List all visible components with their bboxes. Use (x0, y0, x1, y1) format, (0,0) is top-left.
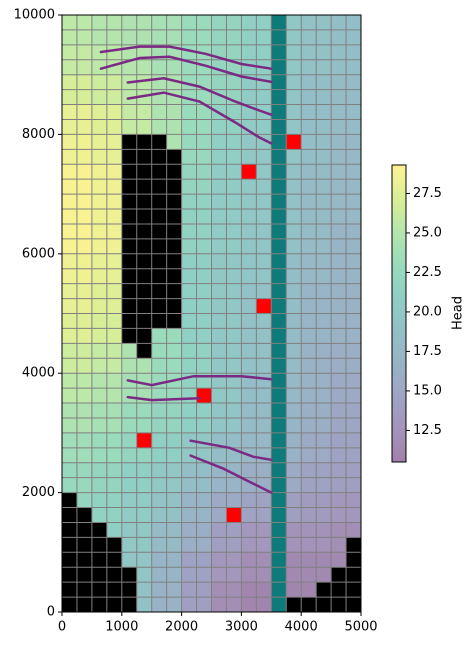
wells-cell (241, 164, 257, 180)
colorbar (391, 164, 407, 463)
y-tick-label: 2000 (22, 485, 55, 500)
x-tick-label: 1000 (105, 620, 138, 635)
wells-cell (226, 507, 242, 523)
colorbar-tick-label: 17.5 (413, 344, 442, 359)
plot-frame (61, 14, 362, 613)
river (189, 439, 273, 462)
river (99, 45, 273, 70)
inactive-cell (76, 507, 92, 612)
colorbar-tick-label: 15.0 (413, 383, 442, 398)
colorbar-tick-label: 12.5 (413, 423, 442, 438)
river (126, 91, 273, 145)
x-tick-label: 3000 (225, 620, 258, 635)
y-tick-label: 10000 (14, 8, 55, 23)
wells-cell (286, 134, 302, 150)
x-tick-label: 4000 (285, 620, 318, 635)
inactive-cell (106, 537, 122, 612)
inactive-cell (346, 537, 361, 612)
river (189, 454, 273, 494)
inactive-cell (331, 567, 347, 612)
y-tick-label: 4000 (22, 366, 55, 381)
river (99, 55, 273, 84)
inactive-cell (136, 343, 152, 359)
wells-cell (136, 432, 152, 448)
inactive-cell (151, 134, 167, 329)
y-tick-label: 6000 (22, 246, 55, 261)
y-tick-label: 8000 (22, 127, 55, 142)
wells-cell (256, 298, 272, 314)
colorbar-tick-label: 27.5 (413, 186, 442, 201)
colorbar-label: Head (451, 296, 466, 330)
river (126, 374, 273, 387)
colorbar-tick-label: 22.5 (413, 265, 442, 280)
colorbar-tick-label: 20.0 (413, 304, 442, 319)
colorbar-tick-label: 25.0 (413, 225, 442, 240)
x-tick-label: 5000 (344, 620, 377, 635)
wells-cell (196, 388, 212, 404)
x-tick-label: 0 (58, 620, 66, 635)
river (126, 77, 273, 116)
y-tick-label: 0 (47, 605, 55, 620)
river (126, 395, 201, 402)
x-tick-label: 2000 (165, 620, 198, 635)
overlay (61, 14, 362, 613)
inactive-cell (121, 567, 137, 612)
